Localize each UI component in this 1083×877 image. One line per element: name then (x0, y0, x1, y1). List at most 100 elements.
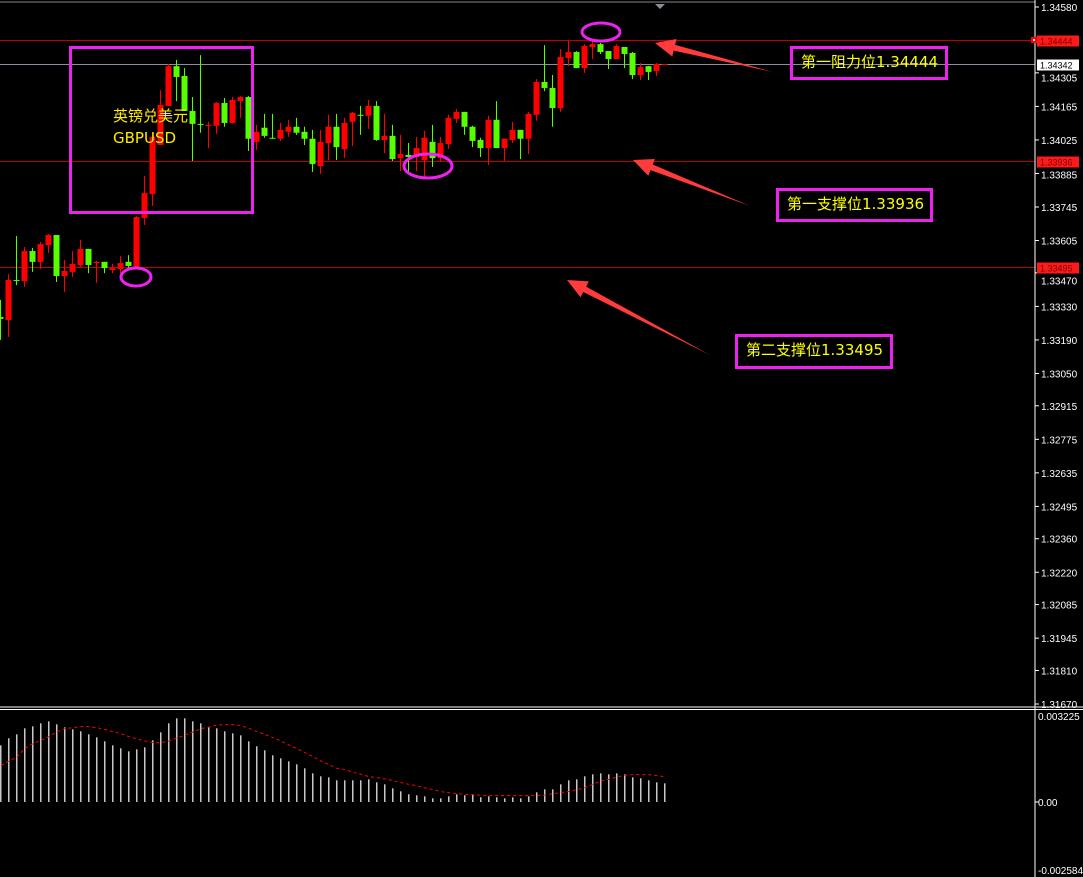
macd-bar (8, 738, 10, 802)
candle (549, 75, 556, 127)
candle-body (293, 126, 300, 133)
macd-bar (232, 733, 234, 802)
candle-body (605, 51, 612, 59)
candle (477, 137, 484, 157)
candle (197, 55, 204, 133)
macd-bar (560, 784, 562, 802)
candle-body (413, 148, 420, 157)
symbol-cn: 英镑兑美元 (113, 107, 189, 125)
candle-body (61, 270, 68, 276)
candle (325, 114, 332, 161)
candle-body (29, 251, 36, 262)
candle (597, 42, 604, 54)
candle (485, 115, 492, 166)
candle (397, 134, 404, 172)
macd-bar (536, 792, 538, 802)
level-marker-dot (1033, 39, 1035, 41)
arrow-icon (655, 39, 773, 72)
candle (301, 126, 308, 145)
macd-bar (272, 755, 274, 802)
candle-body (221, 103, 228, 123)
macd-bar (264, 750, 266, 802)
macd-bar (280, 758, 282, 802)
candle-body (373, 105, 380, 140)
macd-bar (416, 795, 418, 802)
macd-bar (520, 798, 522, 802)
macd-bar (208, 727, 210, 802)
candle-body (533, 81, 540, 115)
candle-body (317, 141, 324, 167)
candle (581, 44, 588, 73)
macd-bar (192, 721, 194, 802)
candle (389, 124, 396, 162)
macd-bar (160, 732, 162, 802)
candle (37, 241, 44, 270)
macd-tick-label: 0.003225 (1038, 712, 1080, 723)
candle (0, 299, 4, 340)
macd-bar (512, 797, 514, 802)
macd-bar (376, 782, 378, 802)
macd-bar (72, 729, 74, 802)
candle (309, 129, 316, 173)
candle (429, 124, 436, 167)
candle-body (461, 111, 468, 127)
candle (317, 129, 324, 174)
candle-body (573, 52, 580, 69)
candle (21, 246, 28, 287)
macd-bar (144, 747, 146, 802)
highlight-ellipse (580, 21, 622, 43)
price-tick-label: 1.33885 (1041, 171, 1078, 182)
candle (469, 125, 476, 148)
candle (461, 111, 468, 135)
candle-body (653, 64, 660, 71)
candle (437, 136, 444, 162)
macd-bar (88, 734, 90, 802)
macd-bar (600, 773, 602, 802)
macd-bar (656, 782, 658, 802)
macd-tick-label: -0.002584 (1038, 866, 1083, 877)
price-tick-label: 1.33190 (1041, 336, 1078, 347)
macd-bar (360, 780, 362, 802)
macd-bar (104, 741, 106, 802)
macd-bar (528, 796, 530, 802)
candle-body (173, 66, 180, 77)
macd-bar (400, 791, 402, 802)
candle-body (517, 129, 524, 139)
price-tick-label: 1.32220 (1041, 568, 1078, 579)
macd-bar (248, 741, 250, 802)
macd-bar (504, 798, 506, 802)
candle (125, 255, 132, 269)
candle-body (389, 135, 396, 160)
candle-body (589, 44, 596, 47)
candle-body (509, 129, 516, 140)
macd-bar (224, 731, 226, 802)
candle-body (501, 138, 508, 149)
macd-bar (352, 780, 354, 802)
candle (381, 113, 388, 154)
macd-bar (544, 789, 546, 802)
candle-body (261, 127, 268, 136)
price-tick-label: 1.31810 (1041, 666, 1078, 677)
candle (573, 51, 580, 69)
candle-body (21, 251, 28, 282)
macd-bar (488, 796, 490, 802)
macd-bar (632, 777, 634, 802)
candle-body (445, 117, 452, 145)
candle (629, 52, 636, 80)
level-tag-label: 1.33936 (1040, 158, 1073, 168)
candle-body (213, 103, 220, 126)
candle (589, 41, 596, 59)
candle-body (149, 136, 156, 195)
candle (133, 216, 140, 268)
price-tick-label: 1.31945 (1041, 634, 1078, 645)
macd-bar (256, 746, 258, 802)
candle-body (421, 137, 428, 161)
level-tag-support (1037, 262, 1079, 274)
candle-body (405, 155, 412, 157)
candle-body (45, 235, 52, 246)
macd-bar (392, 788, 394, 802)
macd-bar (80, 731, 82, 802)
macd-bar (384, 784, 386, 802)
price-tick-label: 1.32360 (1041, 535, 1078, 546)
